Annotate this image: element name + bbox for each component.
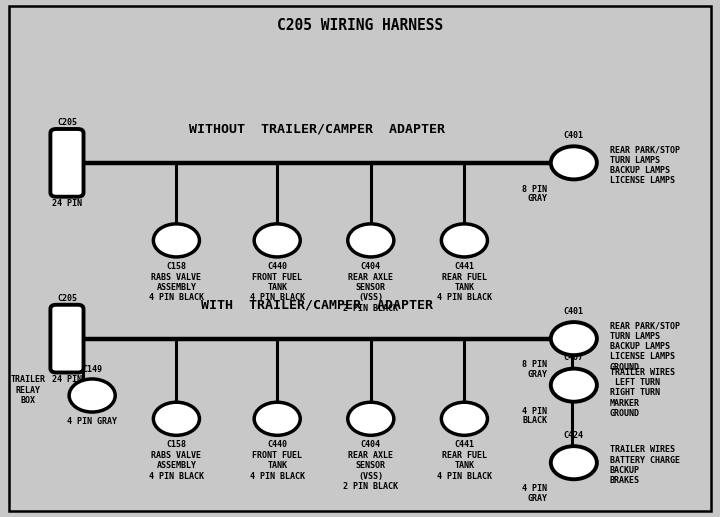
Text: WITHOUT  TRAILER/CAMPER  ADAPTER: WITHOUT TRAILER/CAMPER ADAPTER — [189, 123, 445, 136]
Text: BATTERY CHARGE: BATTERY CHARGE — [610, 455, 680, 465]
FancyBboxPatch shape — [50, 305, 84, 372]
Text: C440
FRONT FUEL
TANK
4 PIN BLACK: C440 FRONT FUEL TANK 4 PIN BLACK — [250, 440, 305, 481]
Text: C404
REAR AXLE
SENSOR
(VSS)
2 PIN BLACK: C404 REAR AXLE SENSOR (VSS) 2 PIN BLACK — [343, 440, 398, 491]
Circle shape — [551, 446, 597, 479]
Text: GROUND: GROUND — [610, 409, 640, 418]
Circle shape — [551, 369, 597, 402]
Text: REAR PARK/STOP: REAR PARK/STOP — [610, 321, 680, 330]
Circle shape — [441, 402, 487, 435]
Text: GRAY: GRAY — [527, 370, 547, 378]
Text: GRAY: GRAY — [527, 494, 547, 503]
Text: BACKUP LAMPS: BACKUP LAMPS — [610, 166, 670, 175]
Text: 4 PIN GRAY: 4 PIN GRAY — [67, 417, 117, 426]
Circle shape — [153, 224, 199, 257]
Text: C441
REAR FUEL
TANK
4 PIN BLACK: C441 REAR FUEL TANK 4 PIN BLACK — [437, 262, 492, 302]
Text: C401: C401 — [564, 131, 584, 140]
Text: C404
REAR AXLE
SENSOR
(VSS)
2 PIN BLACK: C404 REAR AXLE SENSOR (VSS) 2 PIN BLACK — [343, 262, 398, 313]
Text: MARKER: MARKER — [610, 399, 640, 408]
Text: C158
RABS VALVE
ASSEMBLY
4 PIN BLACK: C158 RABS VALVE ASSEMBLY 4 PIN BLACK — [149, 262, 204, 302]
Text: LICENSE LAMPS: LICENSE LAMPS — [610, 176, 675, 186]
Text: C205: C205 — [57, 118, 77, 127]
Circle shape — [348, 224, 394, 257]
Text: 4 PIN: 4 PIN — [522, 484, 547, 493]
Circle shape — [441, 224, 487, 257]
Circle shape — [254, 224, 300, 257]
Text: C440
FRONT FUEL
TANK
4 PIN BLACK: C440 FRONT FUEL TANK 4 PIN BLACK — [250, 262, 305, 302]
Text: BACKUP: BACKUP — [610, 466, 640, 475]
Text: TRAILER WIRES: TRAILER WIRES — [610, 445, 675, 454]
Circle shape — [551, 322, 597, 355]
Text: BRAKES: BRAKES — [610, 476, 640, 485]
Text: C158
RABS VALVE
ASSEMBLY
4 PIN BLACK: C158 RABS VALVE ASSEMBLY 4 PIN BLACK — [149, 440, 204, 481]
Text: C205: C205 — [57, 294, 77, 303]
Text: GROUND: GROUND — [610, 362, 640, 372]
Text: C205 WIRING HARNESS: C205 WIRING HARNESS — [277, 18, 443, 33]
Text: TURN LAMPS: TURN LAMPS — [610, 156, 660, 165]
Text: C424: C424 — [564, 431, 584, 440]
Text: LICENSE LAMPS: LICENSE LAMPS — [610, 352, 675, 361]
Text: WITH  TRAILER/CAMPER  ADAPTER: WITH TRAILER/CAMPER ADAPTER — [201, 298, 433, 312]
Text: 24 PIN: 24 PIN — [52, 374, 82, 384]
FancyBboxPatch shape — [50, 129, 84, 196]
Text: 8 PIN: 8 PIN — [522, 360, 547, 369]
Text: BLACK: BLACK — [522, 416, 547, 425]
Text: 4 PIN: 4 PIN — [522, 407, 547, 416]
Text: TRAILER
RELAY
BOX: TRAILER RELAY BOX — [10, 375, 45, 405]
Text: REAR PARK/STOP: REAR PARK/STOP — [610, 145, 680, 155]
Text: RIGHT TURN: RIGHT TURN — [610, 388, 660, 398]
Text: BACKUP LAMPS: BACKUP LAMPS — [610, 342, 670, 351]
Circle shape — [348, 402, 394, 435]
Text: C441
REAR FUEL
TANK
4 PIN BLACK: C441 REAR FUEL TANK 4 PIN BLACK — [437, 440, 492, 481]
Text: C401: C401 — [564, 307, 584, 316]
Text: C149: C149 — [82, 365, 102, 374]
Text: 8 PIN: 8 PIN — [522, 185, 547, 193]
Circle shape — [254, 402, 300, 435]
Text: 24 PIN: 24 PIN — [52, 199, 82, 208]
Text: C407: C407 — [564, 354, 584, 362]
Text: TURN LAMPS: TURN LAMPS — [610, 331, 660, 341]
Circle shape — [551, 146, 597, 179]
Text: GRAY: GRAY — [527, 194, 547, 203]
Circle shape — [69, 379, 115, 412]
Circle shape — [153, 402, 199, 435]
Text: TRAILER WIRES: TRAILER WIRES — [610, 368, 675, 377]
Text: LEFT TURN: LEFT TURN — [610, 378, 660, 387]
